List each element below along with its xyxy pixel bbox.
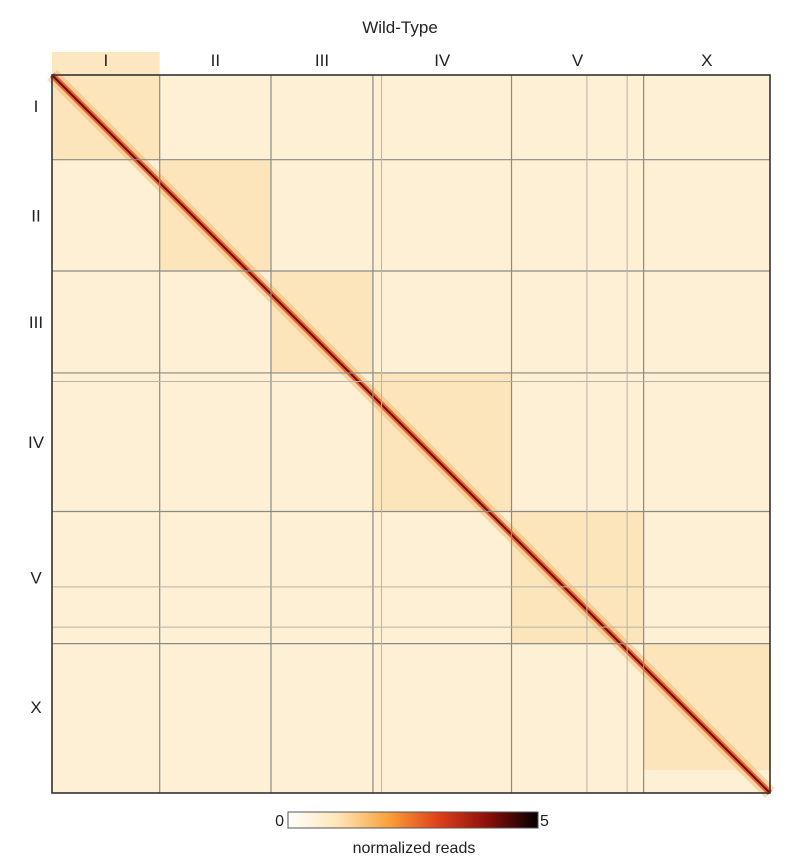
heatmap-frame [51, 74, 771, 794]
y-tick-label: I [34, 97, 39, 116]
colorbar-title: normalized reads [353, 840, 476, 857]
y-tick-label: III [29, 313, 43, 332]
intra-chromosome-block [159, 159, 271, 271]
y-tick-label: IV [28, 433, 45, 452]
x-tick-label: X [701, 51, 712, 70]
heatmap-plot-area [47, 52, 775, 798]
intra-chromosome-block [643, 643, 770, 770]
x-tick-label: II [211, 51, 220, 70]
intra-chromosome-block [372, 372, 512, 512]
intra-chromosome-block [52, 52, 160, 160]
x-tick-label: III [315, 51, 329, 70]
y-tick-label: II [31, 206, 40, 225]
intra-chromosome-block [270, 270, 373, 373]
x-axis-ticks: I II III IV V X [103, 51, 712, 70]
x-tick-label: IV [434, 51, 451, 70]
colorbar-gradient [287, 811, 539, 829]
y-tick-label: X [30, 698, 41, 717]
x-tick-label: I [103, 51, 108, 70]
colorbar-min-label: 0 [275, 813, 284, 830]
y-tick-label: V [30, 569, 42, 588]
chart-title: Wild-Type [362, 18, 438, 37]
intra-chromosome-block [511, 511, 644, 644]
x-tick-label: V [572, 51, 584, 70]
colorbar-max-label: 5 [540, 813, 549, 830]
colorbar: 0 5 normalized reads [275, 811, 549, 857]
diagonal-line [51, 74, 771, 794]
